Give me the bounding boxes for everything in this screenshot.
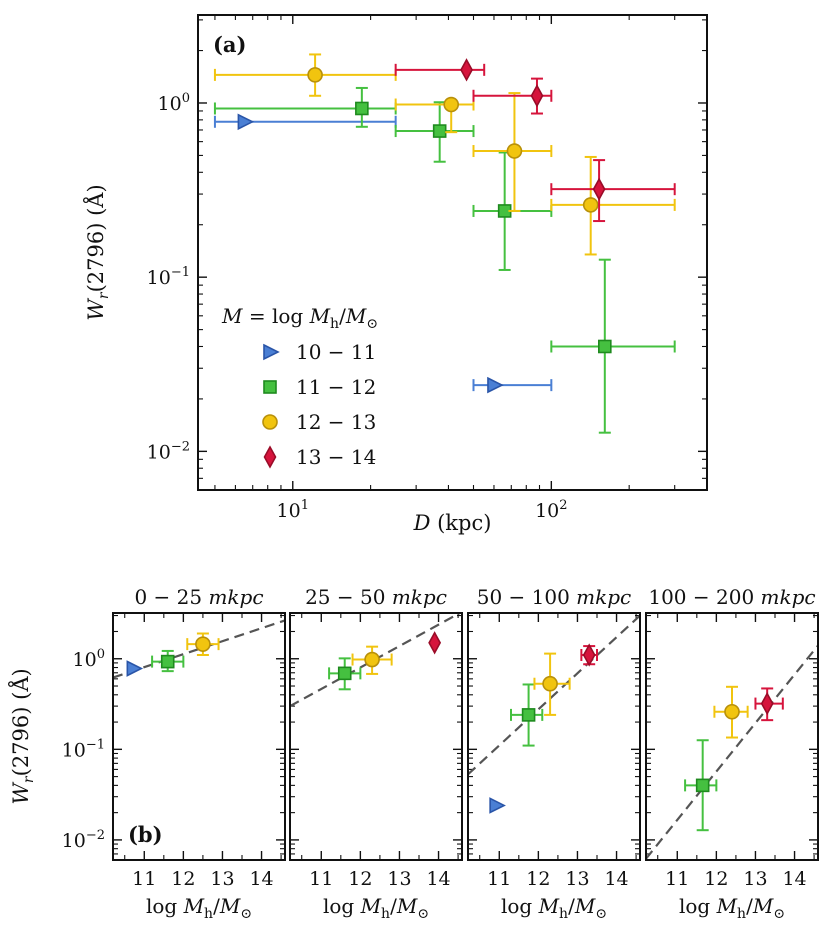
12-13-data-point	[307, 67, 323, 83]
13-14-data-point	[592, 177, 606, 201]
x-tick-label: 12	[704, 868, 728, 890]
10-11-data-point	[487, 376, 504, 394]
x-tick-label: 14	[249, 868, 273, 890]
chart-b: 11 12 13 14 0 − 25 mkpc log Mh/M⊙ 100 10−1 10−2 (…	[8, 585, 819, 922]
series-10-11	[213, 113, 553, 394]
x-tick-label: 14	[426, 868, 450, 890]
fit-line	[468, 614, 640, 776]
x-tick-label: 12	[348, 868, 372, 890]
12-13-data-point	[364, 651, 380, 668]
x-tick-label: 13	[565, 868, 589, 890]
legend-label-13-14: 13 − 14	[296, 445, 376, 469]
11-12-data-point	[521, 708, 536, 722]
x-tick-label: 11	[487, 868, 511, 890]
chart-a: 101 102 100 10−1 10−2 (a) D (kpc) Wr(2796) (Å) M…	[83, 14, 708, 535]
13-14-data-point	[530, 84, 544, 108]
x-tick-label: 11	[665, 868, 689, 890]
legend: M = log Mh/M⊙ 10 − 11 11 − 12 12 − 13 13 − 1…	[221, 304, 378, 469]
plot-frame-b	[645, 612, 819, 861]
y-axis-label-a: Wr(2796) (Å)	[83, 184, 112, 320]
x-tick-label: 12	[526, 868, 550, 890]
y-axis-label-b: Wr(2796) (Å)	[8, 668, 37, 804]
series-13-14	[394, 58, 676, 223]
plot-frame-b	[289, 612, 463, 861]
13-14-data-point	[460, 58, 473, 82]
legend-marker-11-12	[263, 380, 277, 394]
x-axis-label-a: D (kpc)	[413, 511, 492, 535]
10-11-data-point	[126, 660, 144, 677]
11-12-data-point	[432, 124, 447, 138]
10-11-data-point	[237, 113, 255, 131]
13-14-data-point	[760, 691, 774, 716]
x-tick-label: 11	[132, 868, 156, 890]
panel-title: 100 − 200 mkpc	[648, 585, 815, 609]
x-tick-label: 14	[782, 868, 806, 890]
11-12-data-point	[355, 101, 369, 116]
13-14-data-point	[582, 643, 596, 667]
legend-label-11-12: 11 − 12	[296, 375, 376, 399]
x-tick-label: 12	[171, 868, 195, 890]
legend-marker-12-13	[262, 414, 278, 430]
panel-title: 0 − 25 mkpc	[134, 585, 263, 609]
legend-marker-13-14	[263, 445, 277, 469]
11-12-data-point	[695, 778, 710, 793]
plot-frame-b	[467, 612, 641, 861]
12-13-data-point	[582, 197, 599, 213]
x-axis-label-b: log Mh/M⊙	[679, 894, 785, 922]
plot-frame-a	[197, 14, 708, 491]
y-tick-label: 100	[158, 91, 190, 115]
12-13-data-point	[506, 143, 523, 159]
legend-label-10-11: 10 − 11	[296, 340, 376, 364]
fit-line	[113, 619, 285, 679]
series-11-12	[213, 86, 676, 434]
11-12-data-point	[160, 654, 175, 669]
panel-title: 25 − 50 mkpc	[305, 585, 447, 609]
legend-marker-10-11	[263, 343, 280, 361]
panel-b-4: 11 12 13 14 100 − 200 mkpc log Mh/M⊙	[645, 585, 819, 922]
panel-label-b: (b)	[128, 822, 163, 847]
panel-b-1: 11 12 13 14 0 − 25 mkpc log Mh/M⊙ 100 10−1 10−2 (…	[62, 585, 286, 922]
y-tick-label: 10−2	[147, 439, 190, 463]
x-axis-label-b: log Mh/M⊙	[501, 894, 607, 922]
panel-b-3: 11 12 13 14 50 − 100 mkpc log Mh/M⊙	[467, 585, 641, 922]
12-13-data-point	[195, 636, 211, 652]
x-tick-label: 13	[387, 868, 411, 890]
y-tick-label: 100	[73, 647, 105, 671]
x-tick-label: 11	[309, 868, 333, 890]
x-tick-label: 13	[743, 868, 767, 890]
x-tick-label: 13	[210, 868, 234, 890]
10-11-data-point	[489, 797, 506, 814]
13-14-data-point	[428, 631, 442, 655]
12-13-data-point	[443, 96, 460, 113]
11-12-data-point	[598, 339, 612, 354]
panel-title: 50 − 100 mkpc	[477, 585, 632, 609]
x-tick-label: 102	[535, 498, 567, 522]
12-13-data-point	[724, 703, 740, 720]
panel-b-2: 11 12 13 14 25 − 50 mkpc log Mh/M⊙	[289, 585, 463, 922]
x-axis-label-b: log Mh/M⊙	[323, 894, 429, 922]
x-axis-label-b: log Mh/M⊙	[146, 894, 252, 922]
legend-title: M = log Mh/M⊙	[221, 304, 378, 332]
plot-frame-b	[112, 612, 286, 861]
fit-line	[646, 644, 818, 860]
y-tick-label: 10−2	[62, 828, 105, 852]
y-tick-label: 10−1	[147, 265, 190, 289]
y-tick-label: 10−1	[62, 737, 105, 761]
panel-label-a: (a)	[213, 32, 246, 57]
12-13-data-point	[542, 675, 558, 692]
legend-label-12-13: 12 − 13	[296, 410, 376, 434]
x-tick-label: 14	[604, 868, 628, 890]
x-tick-label: 101	[277, 498, 309, 522]
11-12-data-point	[337, 666, 352, 681]
series-12-13	[213, 53, 676, 256]
